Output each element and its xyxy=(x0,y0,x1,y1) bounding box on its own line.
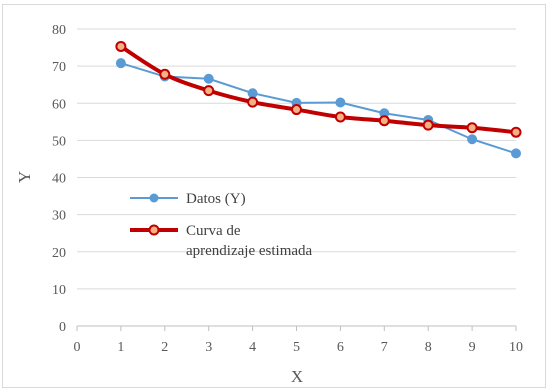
curva-point xyxy=(422,119,434,131)
x-tick-label: 5 xyxy=(293,340,300,355)
x-tick-label: 3 xyxy=(205,340,212,355)
y-tick-label: 80 xyxy=(52,23,66,38)
y-tick-label: 20 xyxy=(52,246,66,261)
x-tick-label: 9 xyxy=(469,340,476,355)
axes: 0 10 20 30 40 50 60 70 80 0 1 2 3 4 5 6 7 8 9 10 xyxy=(52,23,523,355)
x-tick-label: 4 xyxy=(249,340,256,355)
series-line-datos xyxy=(120,62,517,155)
legend-marker-curva xyxy=(148,224,160,236)
datos-point xyxy=(335,97,346,108)
series-layer xyxy=(115,40,522,159)
datos-point xyxy=(247,88,258,99)
datos-point xyxy=(511,148,521,159)
x-tick-label: 2 xyxy=(161,340,168,355)
y-tick-label: 60 xyxy=(52,97,66,112)
x-tick-label: 1 xyxy=(117,340,124,355)
curva-point xyxy=(378,115,390,127)
datos-point xyxy=(115,58,126,69)
y-tick-label: 0 xyxy=(59,320,66,335)
curva-point xyxy=(466,122,478,134)
legend-label-datos: Datos (Y) xyxy=(186,191,246,207)
chart-frame xyxy=(2,4,546,388)
x-tick-label: 6 xyxy=(337,340,344,355)
y-tick-label: 50 xyxy=(52,134,66,149)
curva-point xyxy=(334,111,346,123)
series-line-curva xyxy=(118,44,518,135)
x-tick-label: 7 xyxy=(381,340,388,355)
y-tick-label: 40 xyxy=(52,172,66,187)
x-axis-title: X xyxy=(291,367,303,386)
legend: Datos (Y) Curva de aprendizaje estimada xyxy=(130,191,313,259)
y-tick-label: 30 xyxy=(52,209,66,224)
curva-point xyxy=(247,96,259,108)
legend-label-curva-line: Curva de xyxy=(186,223,241,239)
y-axis-title: Y xyxy=(15,171,34,183)
x-tick-label: 8 xyxy=(425,340,432,355)
legend-marker-datos xyxy=(149,193,159,203)
curva-point xyxy=(159,68,171,80)
curva-point xyxy=(115,40,127,52)
x-tick-label: 0 xyxy=(74,340,81,355)
datos-point xyxy=(203,73,214,84)
legend-label-curva-line: aprendizaje estimada xyxy=(186,243,313,259)
curva-point xyxy=(203,85,215,97)
curva-point xyxy=(291,104,302,116)
curva-point xyxy=(510,126,522,138)
y-tick-label: 10 xyxy=(52,283,66,298)
y-tick-label: 70 xyxy=(52,60,66,75)
x-tick-label: 10 xyxy=(509,340,523,355)
datos-point xyxy=(467,134,478,145)
